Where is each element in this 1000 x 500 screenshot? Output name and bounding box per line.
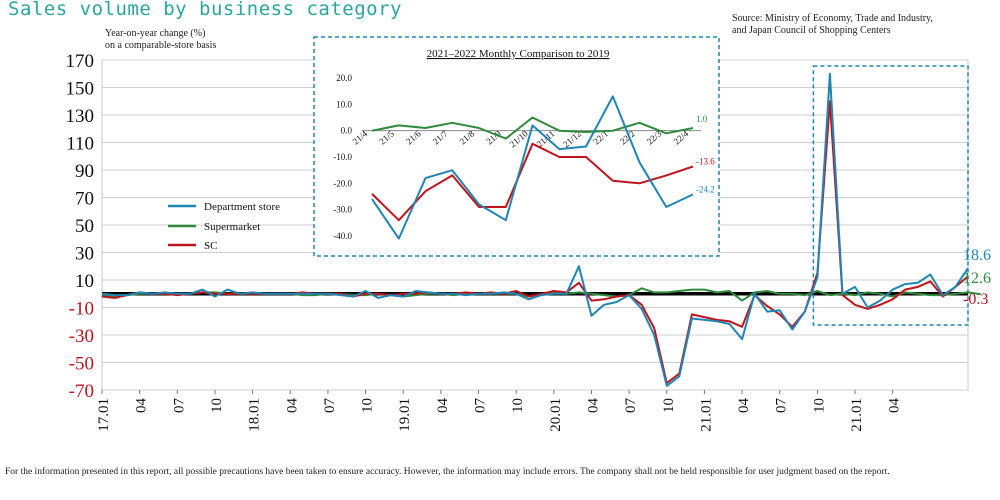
- inset-panel: [313, 36, 720, 257]
- inset-title: 2021–2022 Monthly Comparison to 2019: [427, 48, 610, 60]
- end-label: -0.3: [963, 291, 988, 308]
- y-axis-caption: Year-on-year change (%) on a comparable-…: [105, 28, 216, 52]
- y-tick-label: -30: [69, 326, 94, 347]
- x-tick-label: 04: [134, 398, 150, 414]
- legend-label: Supermarket: [204, 221, 260, 233]
- inset-y-tick-label: -10.0: [333, 152, 352, 162]
- x-tick-label: 07: [473, 398, 489, 414]
- y-tick-label: -10: [69, 299, 94, 320]
- y-tick-label: 70: [75, 189, 94, 210]
- x-tick-label: 04: [585, 398, 601, 414]
- inset-series-line-sc: [371, 142, 694, 222]
- end-label: 12.6: [963, 270, 991, 287]
- inset-y-tick-label: -30.0: [333, 205, 352, 215]
- y-axis-caption-line2: on a comparable-store basis: [105, 40, 217, 51]
- inset-y-tick-label: 0.0: [341, 126, 353, 136]
- x-tick-label: 21.01: [849, 398, 865, 432]
- series-line-department-store: [101, 72, 969, 387]
- x-tick-label: 04: [435, 398, 451, 414]
- x-tick-label: 04: [887, 398, 903, 414]
- x-tick-label: 10: [510, 398, 526, 413]
- inset-y-tick-label: -40.0: [333, 231, 352, 241]
- source-line2: and Japan Council of Shopping Centers: [732, 25, 891, 36]
- inset-end-label: -24.2: [696, 184, 715, 194]
- y-tick-label: 170: [66, 51, 95, 72]
- x-tick-label: 10: [661, 398, 677, 413]
- y-tick-label: -50: [69, 354, 94, 375]
- x-tick-label: 19.01: [397, 398, 413, 432]
- x-tick-label: 07: [623, 398, 639, 414]
- x-tick-label: 07: [171, 398, 187, 414]
- source-note: Source: Ministry of Economy, Trade and I…: [732, 13, 933, 37]
- inset-end-label: -13.6: [696, 156, 715, 166]
- y-tick-label: 130: [66, 106, 95, 127]
- x-tick-label: 07: [322, 398, 338, 414]
- y-tick-label: 30: [75, 244, 94, 265]
- source-line1: Source: Ministry of Economy, Trade and I…: [732, 13, 933, 24]
- x-tick-label: 07: [774, 398, 790, 414]
- inset-end-label: 1.0: [696, 114, 708, 124]
- x-tick-label: 10: [811, 398, 827, 413]
- x-tick-label: 18.01: [247, 398, 263, 432]
- inset-series-line-department-store: [371, 95, 694, 240]
- x-tick-label: 10: [209, 398, 225, 413]
- x-tick-label: 20.01: [548, 398, 564, 432]
- highlight-box: [812, 65, 969, 326]
- disclaimer-note: For the information presented in this re…: [5, 467, 890, 477]
- inset-series-line-supermarket: [371, 116, 694, 140]
- y-tick-label: 50: [75, 216, 94, 237]
- x-tick-label: 04: [284, 398, 300, 414]
- y-tick-label: -70: [69, 381, 94, 402]
- inset-y-tick-label: 20.0: [336, 73, 352, 83]
- y-axis-caption-line1: Year-on-year change (%): [105, 28, 206, 39]
- end-label: 18.6: [963, 247, 991, 264]
- y-tick-label: 110: [66, 134, 94, 155]
- legend-label: SC: [204, 240, 217, 252]
- chart-title: Sales volume by business category: [8, 0, 402, 20]
- x-tick-label: 04: [736, 398, 752, 414]
- inset-y-tick-label: 10.0: [336, 99, 352, 109]
- legend-label: Department store: [204, 201, 280, 213]
- y-tick-label: 150: [66, 79, 95, 100]
- x-tick-label: 10: [360, 398, 376, 413]
- x-tick-label: 17.01: [96, 398, 112, 432]
- inset-y-tick-label: -20.0: [333, 178, 352, 188]
- y-tick-label: 90: [75, 161, 94, 182]
- y-tick-label: 10: [75, 271, 94, 292]
- x-tick-label: 21.01: [698, 398, 714, 432]
